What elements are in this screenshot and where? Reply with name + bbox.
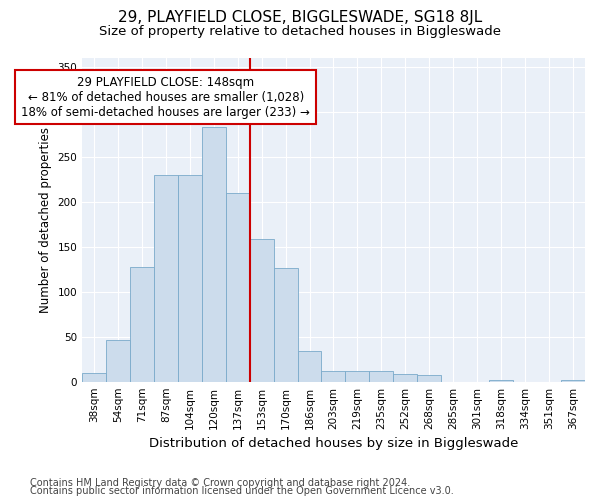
Text: Contains public sector information licensed under the Open Government Licence v3: Contains public sector information licen…	[30, 486, 454, 496]
Bar	[274, 268, 298, 382]
Bar	[82, 372, 106, 382]
Bar	[489, 380, 513, 382]
Bar	[394, 374, 418, 382]
Y-axis label: Number of detached properties: Number of detached properties	[39, 126, 52, 312]
Bar	[178, 174, 202, 382]
X-axis label: Distribution of detached houses by size in Biggleswade: Distribution of detached houses by size …	[149, 437, 518, 450]
Bar	[106, 340, 130, 382]
Bar	[154, 174, 178, 382]
Bar	[370, 371, 394, 382]
Text: Size of property relative to detached houses in Biggleswade: Size of property relative to detached ho…	[99, 25, 501, 38]
Text: 29 PLAYFIELD CLOSE: 148sqm
← 81% of detached houses are smaller (1,028)
18% of s: 29 PLAYFIELD CLOSE: 148sqm ← 81% of deta…	[22, 76, 310, 118]
Bar	[322, 371, 346, 382]
Bar	[346, 371, 370, 382]
Bar	[250, 240, 274, 382]
Bar	[202, 127, 226, 382]
Text: Contains HM Land Registry data © Crown copyright and database right 2024.: Contains HM Land Registry data © Crown c…	[30, 478, 410, 488]
Bar	[561, 380, 585, 382]
Bar	[298, 351, 322, 382]
Bar	[418, 376, 441, 382]
Text: 29, PLAYFIELD CLOSE, BIGGLESWADE, SG18 8JL: 29, PLAYFIELD CLOSE, BIGGLESWADE, SG18 8…	[118, 10, 482, 25]
Bar	[130, 268, 154, 382]
Bar	[226, 192, 250, 382]
